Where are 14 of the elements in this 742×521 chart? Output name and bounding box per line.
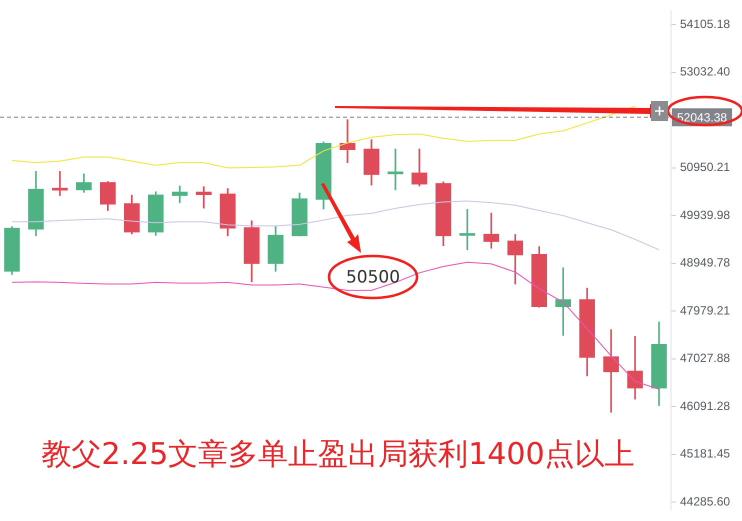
annotation: 50500 [346,267,400,288]
y-tick-label: 46091.28 [680,399,730,414]
annotation: 教父2.25文章多单止盈出局获利1400点以上 [41,436,635,472]
candlestick [340,119,356,164]
y-tick-label: 53032.40 [680,64,730,79]
y-tick-label: 44285.60 [680,494,730,508]
y-tick-label: 47027.88 [680,351,730,366]
y-tick-label: 54105.18 [680,16,730,31]
y-tick-label: 50950.21 [680,160,730,174]
y-tick-label: 45181.45 [680,446,730,461]
ref-line-label: 52043.38 [677,110,728,125]
y-tick-label: 47979.21 [680,303,730,318]
y-tick-label: 48949.78 [680,256,730,270]
y-tick-label: 49939.98 [680,208,730,222]
